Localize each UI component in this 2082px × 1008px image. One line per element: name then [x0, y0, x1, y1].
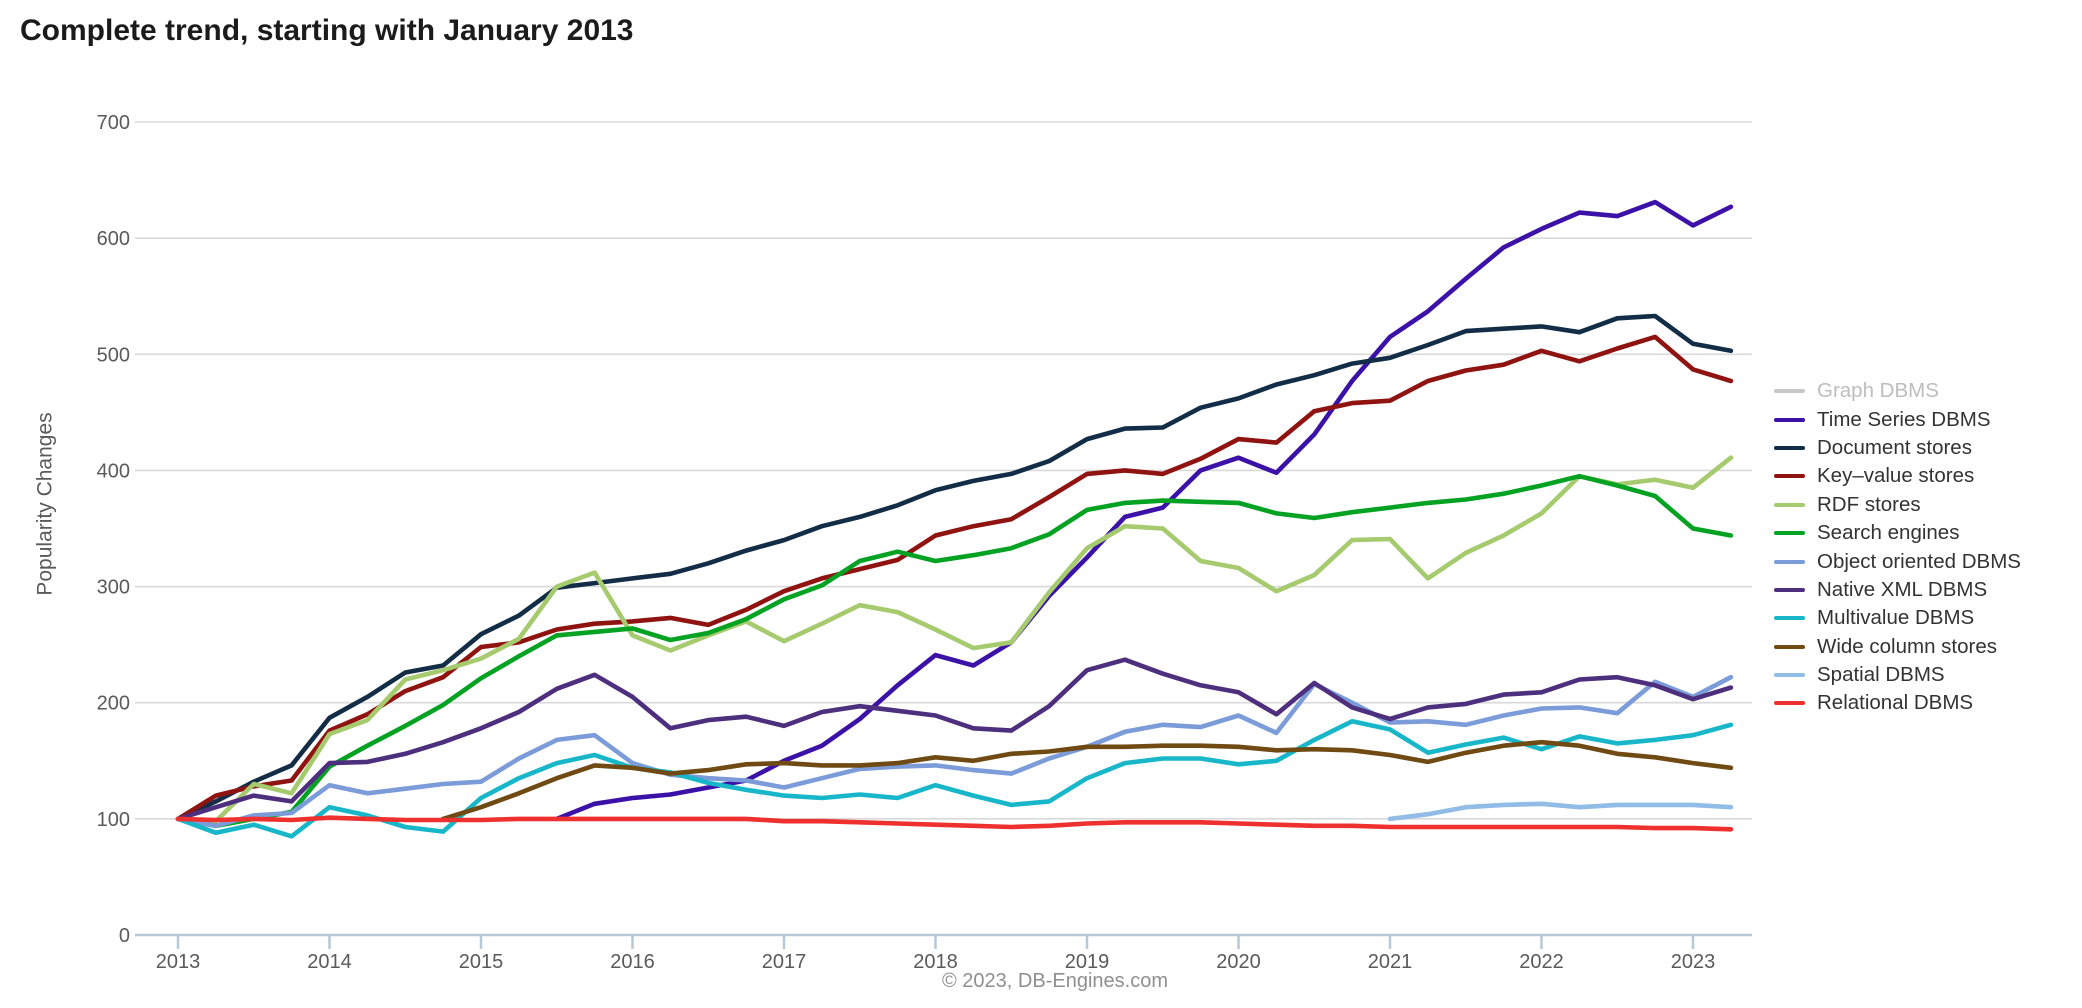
x-tick-label: 2021 — [1368, 951, 1413, 973]
y-tick-label: 500 — [97, 344, 130, 366]
x-tick-label: 2016 — [610, 951, 655, 973]
legend-label: Spatial DBMS — [1817, 663, 1945, 687]
x-tick-label: 2018 — [913, 951, 958, 973]
legend-color-swatch-icon — [1774, 587, 1805, 592]
legend-label: RDF stores — [1817, 492, 1921, 516]
y-tick-label: 200 — [97, 693, 130, 715]
series-line-search-engines — [175, 473, 1734, 829]
x-tick-label: 2023 — [1671, 951, 1716, 973]
legend-color-swatch-icon — [1774, 531, 1805, 536]
legend-color-swatch-icon — [1774, 417, 1805, 422]
legend-color-swatch-icon — [1774, 644, 1805, 649]
legend-label: Search engines — [1817, 521, 1960, 545]
series-line-time-series-dbms — [554, 199, 1734, 822]
legend-label: Relational DBMS — [1817, 691, 1974, 715]
copyright-footer: © 2023, DB-Engines.com — [942, 970, 1168, 992]
y-tick-label: 300 — [97, 577, 130, 599]
legend-color-swatch-icon — [1774, 559, 1805, 564]
legend-color-swatch-icon — [1774, 445, 1805, 450]
series-line-multivalue-dbms — [175, 719, 1734, 839]
legend-item-native-xml-dbms[interactable]: Native XML DBMS — [1774, 576, 2021, 604]
legend-label: Multivalue DBMS — [1817, 606, 1975, 630]
legend-color-swatch-icon — [1774, 389, 1805, 394]
legend-label: Time Series DBMS — [1817, 407, 1991, 431]
legend-label: Object oriented DBMS — [1817, 549, 2021, 573]
legend-item-search-engines[interactable]: Search engines — [1774, 519, 2021, 547]
legend-color-swatch-icon — [1774, 474, 1805, 479]
legend-color-swatch-icon — [1774, 673, 1805, 678]
series-line-wide-column-stores — [440, 739, 1734, 822]
legend-color-swatch-icon — [1774, 502, 1805, 507]
x-tick-label: 2020 — [1216, 951, 1261, 973]
legend-color-swatch-icon — [1774, 616, 1805, 621]
y-tick-label: 400 — [97, 460, 130, 482]
legend-item-graph-dbms[interactable]: Graph DBMS — [1774, 377, 2021, 405]
y-tick-label: 700 — [97, 112, 130, 134]
series-line-spatial-dbms — [1387, 801, 1734, 822]
legend-item-key-value-stores[interactable]: Key–value stores — [1774, 462, 2021, 490]
legend-item-relational-dbms[interactable]: Relational DBMS — [1774, 689, 2021, 717]
legend-color-swatch-icon — [1774, 701, 1805, 706]
x-tick-label: 2013 — [156, 951, 201, 973]
legend-label: Graph DBMS — [1817, 379, 1939, 403]
x-tick-label: 2019 — [1065, 951, 1110, 973]
legend-label: Document stores — [1817, 435, 1972, 459]
y-tick-label: 600 — [97, 228, 130, 250]
legend-item-time-series-dbms[interactable]: Time Series DBMS — [1774, 405, 2021, 433]
series-line-relational-dbms — [175, 815, 1734, 832]
series-line-key-value-stores — [175, 334, 1734, 822]
y-tick-label: 100 — [97, 809, 130, 831]
series-line-document-stores — [175, 313, 1734, 822]
x-tick-label: 2015 — [459, 951, 504, 973]
legend-label: Key–value stores — [1817, 464, 1975, 488]
legend-item-object-oriented-dbms[interactable]: Object oriented DBMS — [1774, 547, 2021, 575]
series-line-native-xml-dbms — [175, 657, 1734, 822]
legend-item-rdf-stores[interactable]: RDF stores — [1774, 491, 2021, 519]
series-line-rdf-stores — [175, 455, 1734, 824]
legend-label: Native XML DBMS — [1817, 577, 1988, 601]
page-title: Complete trend, starting with January 20… — [20, 14, 634, 47]
chart-legend: Graph DBMS Time Series DBMS Document store… — [1774, 377, 2021, 718]
legend-item-wide-column-stores[interactable]: Wide column stores — [1774, 633, 2021, 661]
series-line-object-oriented-dbms — [175, 674, 1734, 829]
legend-label: Wide column stores — [1817, 634, 1998, 658]
x-tick-label: 2014 — [307, 951, 352, 973]
legend-item-spatial-dbms[interactable]: Spatial DBMS — [1774, 661, 2021, 689]
legend-item-document-stores[interactable]: Document stores — [1774, 434, 2021, 462]
legend-item-multivalue-dbms[interactable]: Multivalue DBMS — [1774, 604, 2021, 632]
y-axis-title: Popularity Changes — [34, 412, 57, 596]
x-tick-label: 2022 — [1519, 951, 1564, 973]
y-tick-label: 0 — [119, 925, 130, 947]
x-tick-label: 2017 — [762, 951, 807, 973]
